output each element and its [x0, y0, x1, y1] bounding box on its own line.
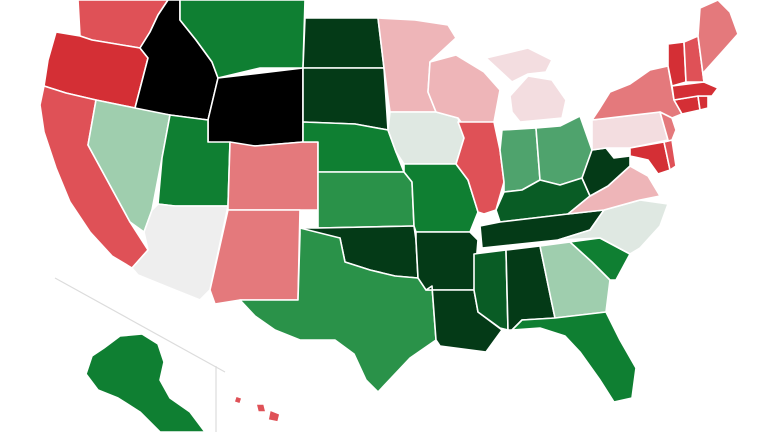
state-arizona[interactable] — [131, 203, 229, 301]
state-illinois[interactable] — [455, 121, 505, 215]
state-vermont[interactable] — [667, 41, 687, 87]
state-iowa[interactable] — [387, 111, 465, 165]
state-alaska[interactable] — [85, 333, 206, 432]
inset-divider-alaska — [54, 277, 226, 373]
state-kansas[interactable] — [317, 171, 415, 229]
state-colorado[interactable] — [227, 141, 319, 211]
state-maine[interactable] — [697, 0, 739, 83]
state-north-dakota[interactable] — [302, 17, 385, 69]
state-hawaii[interactable] — [233, 395, 281, 423]
state-new-york[interactable] — [591, 65, 683, 121]
state-rhode-island[interactable] — [697, 95, 709, 111]
state-michigan[interactable] — [485, 47, 567, 123]
state-indiana[interactable] — [499, 127, 541, 193]
state-arkansas[interactable] — [415, 231, 479, 291]
state-south-dakota[interactable] — [302, 67, 389, 131]
state-new-jersey[interactable] — [659, 111, 677, 143]
state-florida[interactable] — [511, 311, 637, 403]
state-texas[interactable] — [239, 227, 437, 393]
state-wyoming[interactable] — [207, 67, 304, 147]
state-north-carolina[interactable] — [557, 199, 669, 255]
